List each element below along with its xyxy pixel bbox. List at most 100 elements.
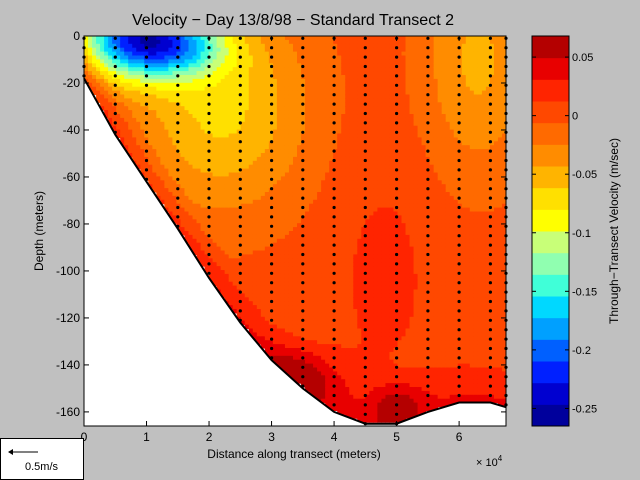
field-cell xyxy=(297,106,302,111)
field-cell xyxy=(325,316,330,322)
field-cell xyxy=(152,63,157,68)
field-cell xyxy=(280,168,286,174)
field-cell xyxy=(345,51,350,57)
field-cell xyxy=(204,39,210,45)
field-cell xyxy=(200,141,206,146)
field-cell xyxy=(228,203,234,209)
field-cell xyxy=(152,129,157,135)
field-cell xyxy=(188,125,194,131)
field-cell xyxy=(176,78,182,84)
field-cell xyxy=(288,176,294,181)
field-cell xyxy=(309,106,314,111)
field-cell xyxy=(377,375,383,380)
field-cell xyxy=(297,234,302,240)
field-cell xyxy=(361,418,366,423)
field-cell xyxy=(292,98,298,103)
field-cell xyxy=(224,207,230,213)
field-cell xyxy=(276,231,282,236)
field-cell xyxy=(365,293,370,298)
field-cell xyxy=(373,266,378,271)
field-cell xyxy=(136,164,141,170)
field-cell xyxy=(361,219,366,224)
field-cell xyxy=(361,59,366,64)
field-cell xyxy=(136,102,141,107)
field-cell xyxy=(280,203,286,209)
field-cell xyxy=(309,82,314,88)
field-cell xyxy=(280,301,286,306)
field-cell xyxy=(313,250,318,255)
field-cell xyxy=(176,184,182,189)
field-cell xyxy=(160,43,165,49)
field-cell xyxy=(228,277,234,283)
field-cell xyxy=(172,168,178,174)
field-cell xyxy=(305,320,310,326)
field-cell xyxy=(256,75,262,80)
field-cell xyxy=(284,168,290,174)
field-cell xyxy=(313,383,318,388)
field-cell xyxy=(301,246,306,252)
field-cell xyxy=(305,82,310,88)
field-cell xyxy=(280,199,286,205)
field-cell xyxy=(369,168,374,174)
field-cell xyxy=(236,90,242,96)
field-cell xyxy=(321,156,326,162)
field-cell xyxy=(325,270,330,275)
field-cell xyxy=(309,281,314,287)
field-cell xyxy=(264,297,270,302)
field-cell xyxy=(297,281,302,287)
field-cell xyxy=(160,180,165,185)
field-cell xyxy=(240,192,246,197)
field-cell xyxy=(104,82,109,88)
field-cell xyxy=(329,78,334,84)
field-cell xyxy=(144,67,149,72)
field-cell xyxy=(321,301,326,306)
field-cell xyxy=(333,387,338,392)
field-cell xyxy=(208,137,214,142)
field-cell xyxy=(280,328,286,333)
field-cell xyxy=(357,410,362,415)
field-cell xyxy=(373,180,378,185)
field-cell xyxy=(337,297,342,302)
field-cell xyxy=(353,351,358,357)
field-cell xyxy=(309,223,314,228)
field-cell xyxy=(192,63,198,68)
field-cell xyxy=(333,305,338,310)
field-cell xyxy=(136,82,141,88)
field-cell xyxy=(381,219,387,224)
field-cell xyxy=(244,63,250,68)
field-cell xyxy=(317,67,322,72)
field-cell xyxy=(341,141,346,146)
field-cell xyxy=(284,277,290,283)
field-cell xyxy=(168,82,174,88)
field-cell xyxy=(292,51,298,57)
field-cell xyxy=(172,106,178,111)
field-cell xyxy=(345,301,350,306)
field-cell xyxy=(232,102,238,107)
field-cell xyxy=(297,94,302,99)
field-cell xyxy=(341,371,346,376)
field-cell xyxy=(124,78,129,84)
field-cell xyxy=(200,94,206,99)
field-cell xyxy=(297,59,302,64)
field-cell xyxy=(176,203,182,209)
field-cell xyxy=(280,94,286,99)
field-cell xyxy=(313,266,318,271)
field-cell xyxy=(309,86,314,92)
field-cell xyxy=(365,262,370,267)
field-cell xyxy=(244,121,250,127)
field-cell xyxy=(200,180,206,185)
field-cell xyxy=(297,223,302,228)
field-cell xyxy=(313,63,318,68)
field-cell xyxy=(292,223,298,228)
field-cell xyxy=(248,192,254,197)
field-cell xyxy=(204,71,210,76)
field-cell xyxy=(313,67,318,72)
field-cell xyxy=(365,336,370,341)
field-cell xyxy=(341,51,346,57)
field-cell xyxy=(224,176,230,181)
field-cell xyxy=(216,258,222,263)
field-cell xyxy=(313,375,318,380)
field-cell xyxy=(276,301,282,306)
field-cell xyxy=(168,141,174,146)
field-cell xyxy=(224,258,230,263)
